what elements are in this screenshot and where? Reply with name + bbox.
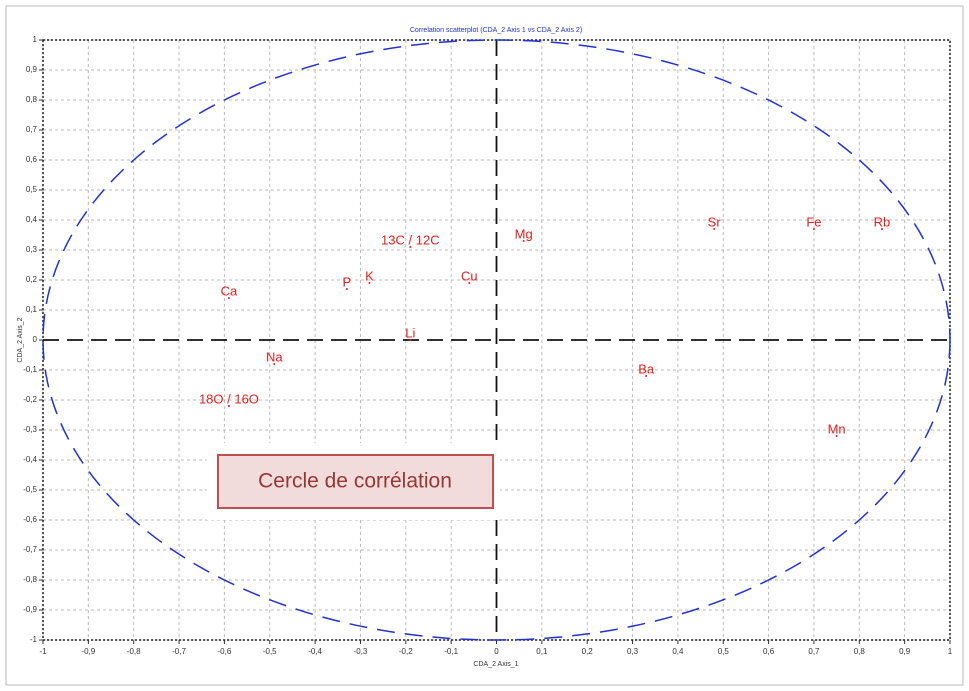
y-tick-label: 0,2 xyxy=(26,275,38,284)
point-label: Cu xyxy=(461,268,478,283)
annotation: Cercle de corrélation xyxy=(258,470,452,493)
x-tick-label: -0,5 xyxy=(263,647,277,656)
x-tick-label: 0,2 xyxy=(582,647,594,656)
x-tick-label: -0,2 xyxy=(399,647,413,656)
y-tick-label: 0 xyxy=(33,335,38,344)
y-tick-label: -0,9 xyxy=(23,605,37,614)
point xyxy=(713,228,716,230)
y-tick-label: -0,3 xyxy=(23,425,37,434)
point-label: 13C / 12C xyxy=(381,232,440,247)
plot-area: -1 -0,9 -0,8 -0,7 -0,6 -0,5 -0,4 -0,3 -0,2 -0,1 0 0… xyxy=(23,35,953,656)
point xyxy=(227,405,230,407)
y-tick-label: -1 xyxy=(30,635,38,644)
x-axis-label: CDA_2 Axis_1 xyxy=(473,661,518,668)
y-tick-label: 0,6 xyxy=(26,155,38,164)
point-label: Fe xyxy=(806,214,821,229)
y-tick-label: -0,8 xyxy=(23,575,37,584)
point xyxy=(645,375,648,377)
y-tick-label: 0,1 xyxy=(26,305,38,314)
x-tick-label: -1 xyxy=(39,647,47,656)
point-label: K xyxy=(365,268,374,283)
y-tick-label: -0,7 xyxy=(23,545,37,554)
y-tick-label: -0,4 xyxy=(23,455,37,464)
point-label: P xyxy=(343,274,352,289)
x-tick-label: -0,1 xyxy=(444,647,458,656)
point-label: Mg xyxy=(515,226,533,241)
y-tick-label: -0,6 xyxy=(23,515,37,524)
x-tick-label: -0,7 xyxy=(172,647,186,656)
y-tick-label: 0,9 xyxy=(26,65,38,74)
point xyxy=(345,288,348,290)
y-tick-label: 0,8 xyxy=(26,95,38,104)
y-tick-label: 0,4 xyxy=(26,215,38,224)
y-tick-label: 0,3 xyxy=(26,245,38,254)
point xyxy=(812,228,815,230)
annotation-box xyxy=(217,454,494,509)
x-tick-label: -0,3 xyxy=(354,647,368,656)
x-tick-label: -0,8 xyxy=(127,647,141,656)
y-tick-label: -0,5 xyxy=(23,485,37,494)
chart-title: Correlation scatterplot (CDA_2 Axis 1 vs… xyxy=(410,27,582,34)
x-tick-label: -0,6 xyxy=(218,647,232,656)
y-tick-label: -0,1 xyxy=(23,365,37,374)
point-label: Rb xyxy=(874,214,891,229)
y-axis-label: CDA_2 Axis_2 xyxy=(17,317,24,362)
point-label: Na xyxy=(266,349,283,364)
point xyxy=(880,228,883,230)
x-tick-label: 0,6 xyxy=(763,647,775,656)
x-tick-label: 0,8 xyxy=(854,647,866,656)
point-label: Sr xyxy=(708,214,722,229)
point-label: Li xyxy=(405,325,415,340)
y-tick-label: -0,2 xyxy=(23,395,37,404)
x-tick-label: 0,7 xyxy=(808,647,820,656)
y-tick-label: 0,7 xyxy=(26,125,38,134)
point-label: Ba xyxy=(638,361,655,376)
x-tick-label: -0,4 xyxy=(308,647,322,656)
x-tick-label: -0,9 xyxy=(81,647,95,656)
point xyxy=(409,246,412,248)
x-tick-label: 0,9 xyxy=(899,647,911,656)
point-label: Mn xyxy=(828,421,846,436)
x-tick-label: 0,1 xyxy=(536,647,548,656)
point xyxy=(368,282,371,284)
point xyxy=(468,282,471,284)
point xyxy=(273,363,276,365)
point xyxy=(409,339,412,341)
x-tick-label: 1 xyxy=(948,647,953,656)
x-tick-label: 0 xyxy=(494,647,499,656)
point xyxy=(522,240,525,242)
x-tick-label: 0,3 xyxy=(627,647,639,656)
point xyxy=(227,297,230,299)
x-tick-label: 0,5 xyxy=(718,647,730,656)
y-tick-label: 1 xyxy=(33,35,38,44)
point-label: Ca xyxy=(221,283,238,298)
x-tick-label: 0,4 xyxy=(672,647,684,656)
point-label: 18O / 16O xyxy=(199,391,259,406)
correlation-circle xyxy=(42,39,951,641)
point xyxy=(835,435,838,437)
y-tick-label: 0,5 xyxy=(26,185,38,194)
